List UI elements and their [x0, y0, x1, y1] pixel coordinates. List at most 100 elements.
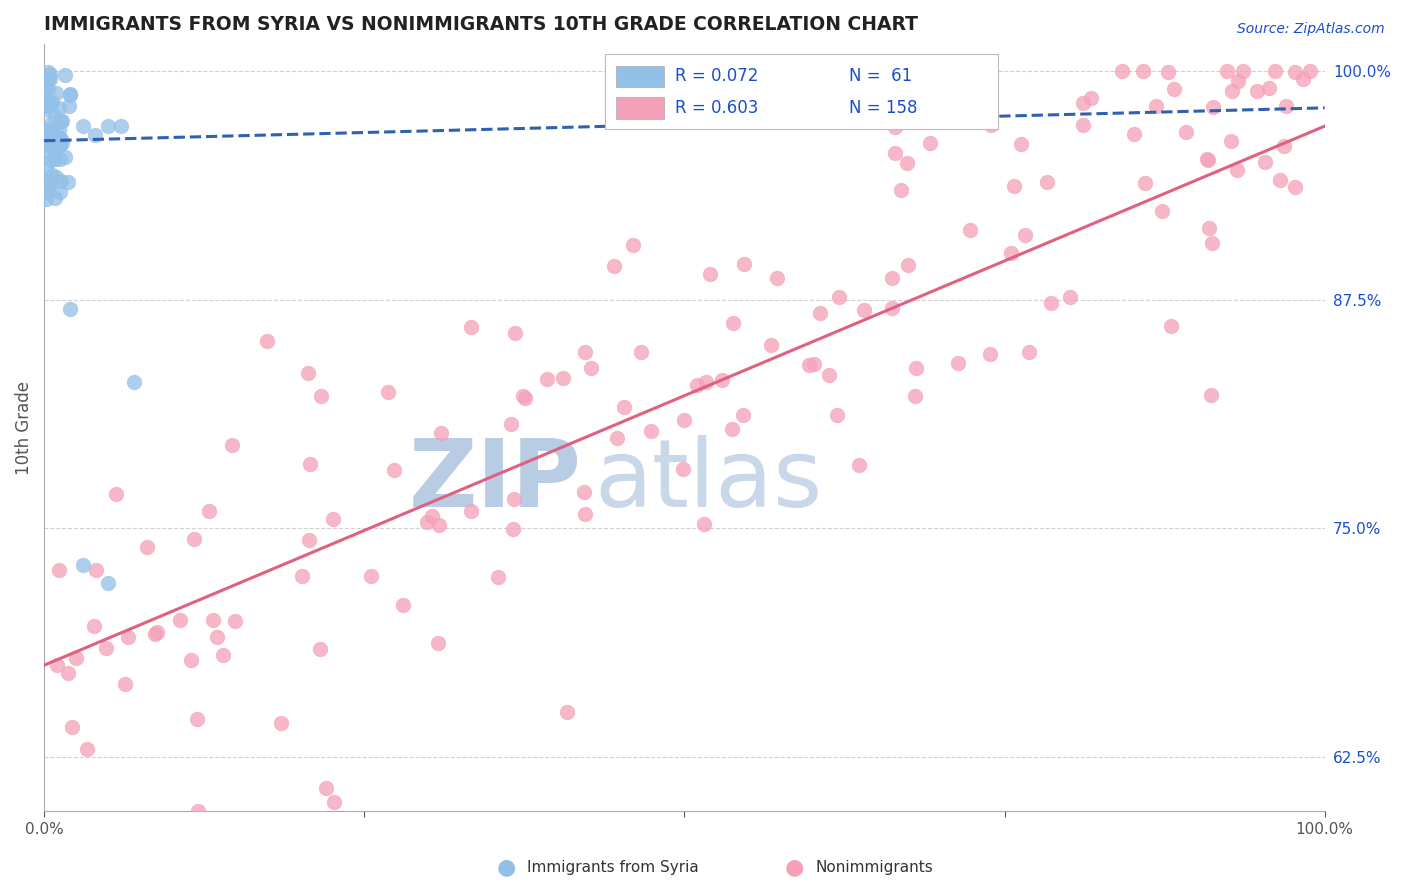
Point [699, 267, 721, 281]
Point [904, 388, 927, 402]
Point [979, 346, 1001, 360]
Point [48, 101, 70, 115]
Point [49, 185, 72, 199]
Point [291, 569, 314, 583]
Point [503, 491, 526, 506]
Point [1274, 99, 1296, 113]
Point [828, 290, 851, 304]
Point [45, 170, 67, 185]
Point [420, 508, 443, 523]
Point [974, 97, 997, 112]
Point [1002, 179, 1025, 194]
Point [1160, 318, 1182, 333]
Point [44, 191, 66, 205]
Point [84, 563, 107, 577]
Point [1198, 221, 1220, 235]
Point [180, 653, 202, 667]
Point [187, 805, 209, 819]
Point [37, 133, 59, 147]
Point [733, 257, 755, 271]
Point [44, 152, 66, 166]
FancyBboxPatch shape [605, 54, 998, 129]
Point [309, 642, 332, 657]
Point [1018, 345, 1040, 359]
Point [212, 648, 235, 662]
Point [606, 432, 628, 446]
Point [34, 95, 56, 109]
Point [818, 368, 841, 383]
Point [693, 517, 716, 532]
Point [34, 103, 56, 117]
Point [959, 222, 981, 236]
Point [759, 338, 782, 352]
Point [1216, 64, 1239, 78]
Point [513, 392, 536, 406]
Point [1272, 139, 1295, 153]
Point [322, 512, 344, 526]
Point [391, 599, 413, 613]
Point [37, 176, 59, 190]
Point [808, 306, 831, 320]
Point [382, 463, 405, 477]
Point [122, 375, 145, 389]
Point [224, 614, 246, 628]
Point [731, 408, 754, 422]
Point [72, 119, 94, 133]
Point [1226, 73, 1249, 87]
Point [72, 558, 94, 572]
Point [298, 457, 321, 471]
Point [201, 614, 224, 628]
Point [1219, 134, 1241, 148]
Text: R = 0.603: R = 0.603 [675, 99, 759, 117]
Point [1232, 64, 1254, 78]
Point [882, 271, 904, 285]
Point [574, 345, 596, 359]
Point [48, 130, 70, 145]
Point [56, 175, 79, 189]
Text: atlas: atlas [595, 435, 823, 527]
Point [460, 503, 482, 517]
Point [270, 716, 292, 731]
Point [1284, 64, 1306, 78]
Point [97, 576, 120, 591]
Point [1071, 95, 1094, 110]
Point [34, 136, 56, 151]
Point [896, 156, 918, 170]
Point [1291, 72, 1313, 87]
Point [205, 630, 228, 644]
Point [918, 136, 941, 150]
Point [960, 73, 983, 87]
Point [640, 424, 662, 438]
Point [797, 359, 820, 373]
Point [897, 259, 920, 273]
Point [49, 174, 72, 188]
Point [59, 88, 82, 103]
Point [38, 66, 60, 80]
Bar [616, 97, 664, 119]
Point [946, 356, 969, 370]
Point [551, 371, 574, 385]
Point [44, 109, 66, 123]
Point [980, 119, 1002, 133]
Point [45, 87, 67, 101]
Point [34, 80, 56, 95]
Point [104, 487, 127, 501]
Point [37, 65, 59, 79]
Point [427, 635, 450, 649]
Point [486, 569, 509, 583]
Point [53, 68, 76, 82]
Point [924, 67, 946, 81]
Point [536, 372, 558, 386]
Point [35, 99, 58, 113]
Point [51, 114, 73, 128]
Point [96, 640, 118, 655]
Point [416, 515, 439, 529]
Point [41, 115, 63, 129]
Point [502, 522, 524, 536]
Point [35, 137, 58, 152]
Point [35, 123, 58, 137]
Point [1039, 296, 1062, 310]
Point [37, 73, 59, 87]
Point [48, 152, 70, 166]
Point [1199, 388, 1222, 402]
